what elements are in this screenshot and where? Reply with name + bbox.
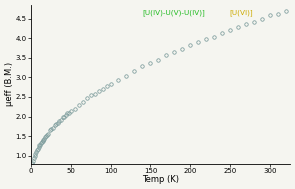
Text: [U(VI)]: [U(VI)] xyxy=(229,9,253,15)
Y-axis label: μeff (B.M.): μeff (B.M.) xyxy=(5,62,14,106)
X-axis label: Temp (K): Temp (K) xyxy=(142,175,179,184)
Text: [U(IV)-U(V)-U(IV)]: [U(IV)-U(V)-U(IV)] xyxy=(142,9,205,15)
